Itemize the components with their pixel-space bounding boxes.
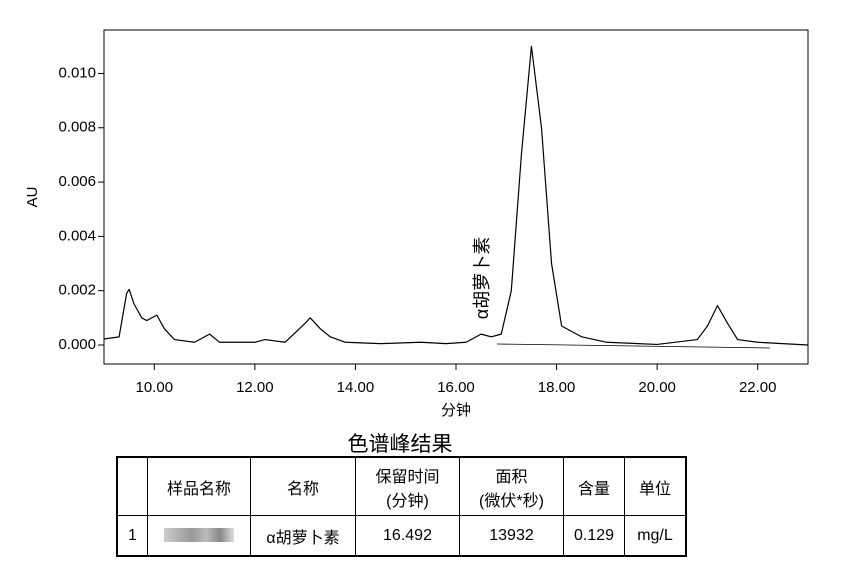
header-cell: 面积 (微伏*秒)	[459, 456, 564, 516]
header-text: 面积	[495, 468, 528, 486]
header-cell: 单位	[624, 456, 687, 516]
x-axis-label: 分钟	[441, 402, 471, 419]
header-cell	[116, 456, 148, 516]
cell: 16.492	[355, 515, 460, 557]
y-tick-label: 0.006	[58, 173, 96, 190]
header-row: 样品名称 名称 保留时间 (分钟) 面积 (微伏*秒) 含量 单位	[116, 456, 687, 516]
x-tick-label: 16.00	[437, 379, 475, 396]
y-tick-label: 0.002	[58, 282, 96, 299]
cell: mg/L	[624, 515, 687, 557]
chromatogram-line	[103, 45, 809, 346]
y-tick-label: 0.010	[58, 64, 96, 81]
cell: 13932	[459, 515, 564, 557]
y-tick-label: 0.000	[58, 336, 96, 353]
header-text: (分钟)	[386, 492, 429, 510]
header-cell: 样品名称	[147, 456, 251, 516]
x-tick-label: 20.00	[638, 379, 676, 396]
cell: 1	[116, 515, 148, 557]
header-text: (微伏*秒)	[479, 492, 544, 510]
baseline	[496, 343, 771, 349]
cell: α胡萝卜素	[250, 515, 356, 557]
x-tick-label: 10.00	[136, 379, 174, 396]
chart: AU 分钟 α胡萝卜素 0.000 0.002 0.004 0.006 0.008 0.0…	[24, 29, 809, 419]
x-tick-label: 18.00	[538, 379, 576, 396]
cell: 0.129	[563, 515, 625, 557]
y-tick-label: 0.004	[58, 227, 96, 244]
data-row: 1 α胡萝卜素 16.492 13932 0.129 mg/L	[116, 515, 687, 557]
header-cell: 名称	[250, 456, 356, 516]
plot-frame	[103, 29, 809, 365]
redacted-sample	[164, 528, 234, 543]
header-text: 名称	[286, 480, 319, 498]
results-table: 样品名称 名称 保留时间 (分钟) 面积 (微伏*秒) 含量 单位 1 α胡萝卜素 …	[116, 456, 687, 557]
header-text: 保留时间	[375, 468, 440, 486]
cell	[147, 515, 251, 557]
header-cell: 保留时间 (分钟)	[355, 456, 460, 516]
header-text: 样品名称	[166, 480, 231, 498]
header-cell: 含量	[563, 456, 625, 516]
peak-label: α胡萝卜素	[472, 237, 492, 319]
x-tick-label: 14.00	[337, 379, 375, 396]
table-title: 色谱峰结果	[347, 433, 453, 456]
header-text: 单位	[638, 480, 671, 498]
y-axis-label: AU	[24, 187, 41, 208]
header-text: 含量	[577, 480, 610, 498]
x-tick-label: 12.00	[236, 379, 274, 396]
x-tick-label: 22.00	[739, 379, 777, 396]
y-tick-label: 0.008	[58, 119, 96, 136]
